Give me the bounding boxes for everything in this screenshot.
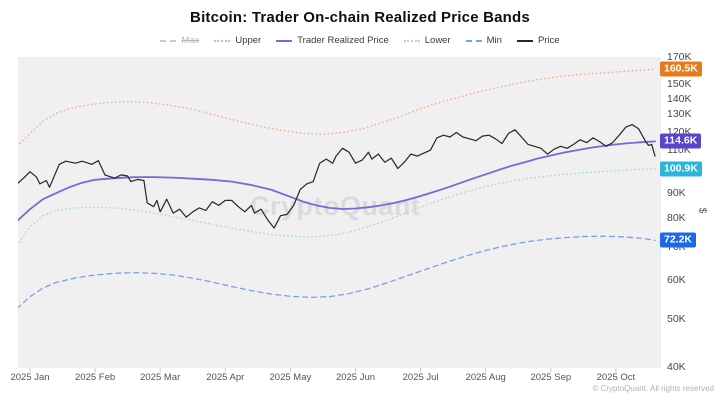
legend-item-max[interactable]: Max <box>160 35 199 46</box>
x-tick-label: 2025 Jul <box>402 372 439 383</box>
series-line-lower <box>18 167 656 246</box>
x-tick-label: 2025 Apr <box>206 372 245 383</box>
x-tick-label: 2025 May <box>269 372 312 383</box>
legend-swatch-dotted <box>214 39 231 42</box>
legend-swatch-solid <box>516 39 533 42</box>
x-tick-label: 2025 Oct <box>596 372 636 383</box>
price-badge-upper: 160.5K <box>660 61 702 77</box>
legend-item-min[interactable]: Min <box>465 35 502 46</box>
y-tick-label: 90K <box>667 187 686 200</box>
x-tick-label: 2025 Mar <box>140 372 181 383</box>
legend-label: Min <box>486 35 502 46</box>
plot-area[interactable] <box>18 57 661 368</box>
legend-label: Trader Realized Price <box>297 35 389 46</box>
y-tick-label: 40K <box>667 360 686 373</box>
legend-item-trader-realized-price[interactable]: Trader Realized Price <box>276 35 389 46</box>
legend-label: Price <box>537 35 560 46</box>
legend-label: Lower <box>424 35 451 46</box>
series-line-min <box>18 235 656 309</box>
legend-swatch-dashed <box>465 39 482 42</box>
legend-swatch-solid <box>276 39 293 42</box>
y-tick-label: 80K <box>667 212 686 225</box>
x-tick-label: 2025 Jan <box>10 372 50 383</box>
page-title: Bitcoin: Trader On-chain Realized Price … <box>190 9 530 26</box>
price-badge-min: 72.2K <box>660 232 697 248</box>
y-tick-label: 130K <box>667 108 692 121</box>
legend-item-price[interactable]: Price <box>516 35 560 46</box>
legend: Max Upper Trader Realized Price Lower Min Pri… <box>0 35 720 46</box>
legend-item-lower[interactable]: Lower <box>403 35 451 46</box>
x-tick-label: 2025 Feb <box>75 372 116 383</box>
series-line-upper <box>18 68 656 147</box>
price-badge-trader-realized-price: 114.6K <box>660 133 702 149</box>
y-tick-label: 60K <box>667 273 686 286</box>
x-tick-label: 2025 Aug <box>465 372 506 383</box>
price-badge-lower: 100.9K <box>660 161 702 177</box>
y-tick-label: 150K <box>667 77 692 90</box>
legend-swatch-dotted <box>403 39 420 42</box>
y-tick-label: 50K <box>667 313 686 326</box>
x-tick-label: 2025 Jun <box>335 372 376 383</box>
legend-label: Max <box>181 35 200 46</box>
y-tick-label: 170K <box>667 51 692 63</box>
y-axis-unit-label: $ <box>696 207 708 214</box>
series-line-price <box>18 123 656 229</box>
legend-item-upper[interactable]: Upper <box>214 35 261 46</box>
y-tick-label: 140K <box>667 92 692 105</box>
series-line-trader-realized-price <box>18 140 656 222</box>
x-tick-label: 2025 Sep <box>530 372 572 383</box>
legend-swatch-dashed <box>160 39 177 42</box>
copyright-footer: © CryptoQuant. All rights reserved <box>592 384 715 393</box>
legend-label: Upper <box>235 35 262 46</box>
